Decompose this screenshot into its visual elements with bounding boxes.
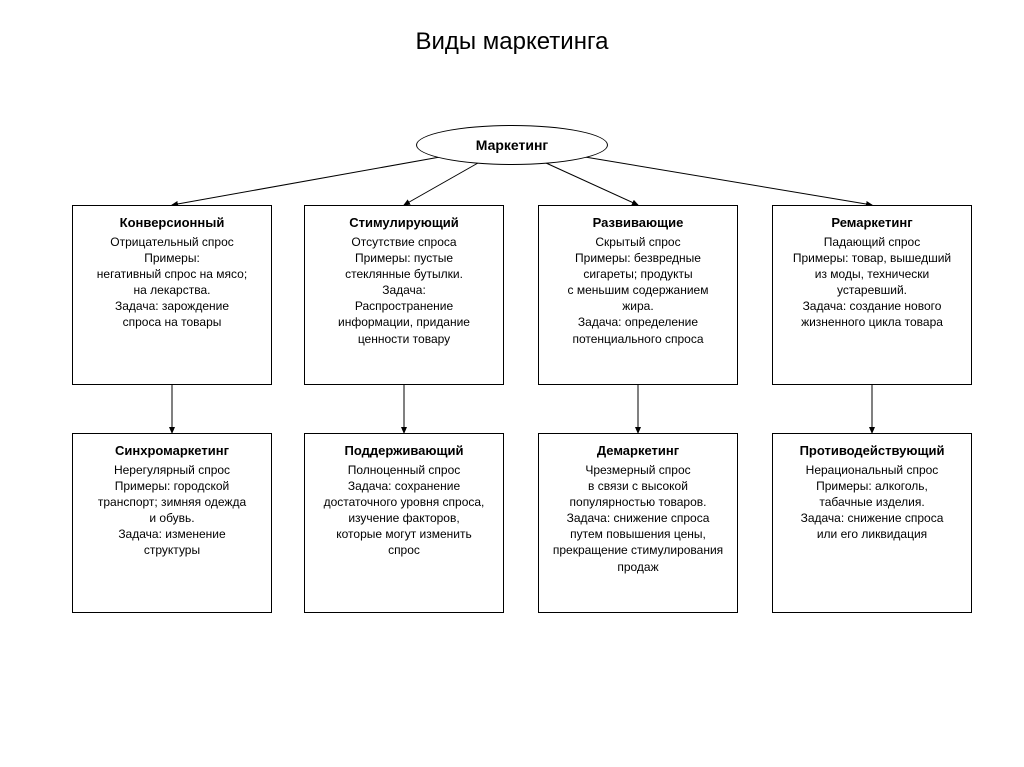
row2-box-3-body: Нерациональный спрос Примеры: алкоголь, … [779,462,965,543]
row2-box-2-body: Чрезмерный спрос в связи с высокой попул… [545,462,731,575]
row1-box-2: Развивающие Скрытый спрос Примеры: безвре… [538,205,738,385]
row1-box-0: Конверсионный Отрицательный спрос Примеры… [72,205,272,385]
row2-box-3-title: Противодействующий [779,442,965,460]
row1-box-0-body: Отрицательный спрос Примеры: негативный … [79,234,265,331]
row2-box-2-title: Демаркетинг [545,442,731,460]
row2-box-1-body: Полноценный спрос Задача: сохранение дос… [311,462,497,559]
row1-box-3-body: Падающий спрос Примеры: товар, вышедший … [779,234,965,331]
row2-box-0: Синхромаркетинг Нерегулярный спрос Пример… [72,433,272,613]
page-title: Виды маркетинга [0,0,1024,56]
row1-box-3-title: Ремаркетинг [779,214,965,232]
row1-box-3: Ремаркетинг Падающий спрос Примеры: товар… [772,205,972,385]
row1-box-1-body: Отсутствие спроса Примеры: пустые стекля… [311,234,497,347]
row2-box-1: Поддерживающий Полноценный спрос Задача: … [304,433,504,613]
row1-box-2-title: Развивающие [545,214,731,232]
diagram-container: Маркетинг Конверсионный Отрицательный спр… [0,115,1024,755]
row2-box-0-body: Нерегулярный спрос Примеры: городской тр… [79,462,265,559]
row2-box-2: Демаркетинг Чрезмерный спрос в связи с вы… [538,433,738,613]
row1-box-2-body: Скрытый спрос Примеры: безвредные сигаре… [545,234,731,347]
row2-box-0-title: Синхромаркетинг [79,442,265,460]
row1-box-1-title: Стимулирующий [311,214,497,232]
row1-box-0-title: Конверсионный [79,214,265,232]
root-label: Маркетинг [476,137,549,153]
root-node: Маркетинг [416,125,608,165]
row2-box-3: Противодействующий Нерациональный спрос П… [772,433,972,613]
row2-box-1-title: Поддерживающий [311,442,497,460]
row1-box-1: Стимулирующий Отсутствие спроса Примеры: … [304,205,504,385]
